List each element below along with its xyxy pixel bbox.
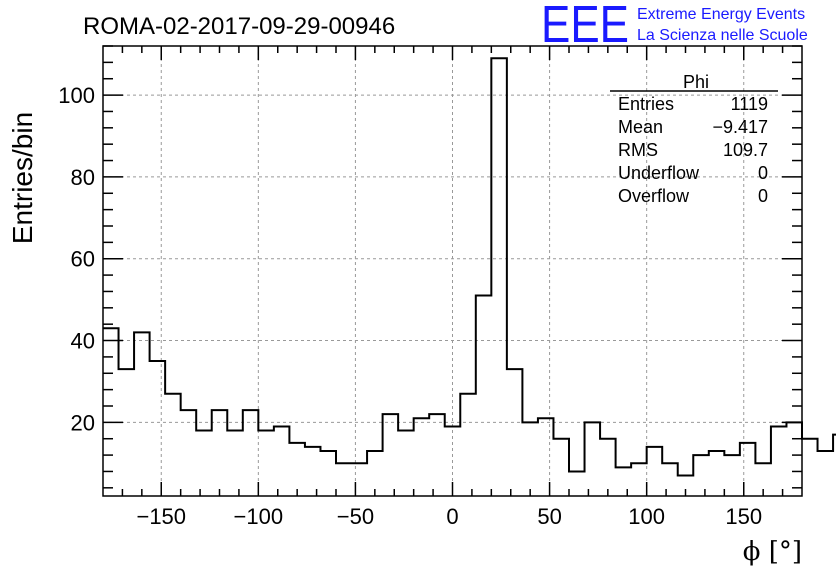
stats-label-entries: Entries [618, 94, 674, 114]
stats-box: Phi Entries 1119 Mean −9.417 RMS 109.7 U… [610, 72, 778, 206]
histogram-bin [134, 332, 150, 496]
histogram-bin [352, 463, 368, 496]
stats-label-rms: RMS [618, 140, 658, 160]
x-tick-label: −50 [337, 504, 374, 529]
histogram-bin [522, 422, 538, 496]
histogram-outline [103, 57, 836, 477]
axis-ticks [103, 45, 802, 496]
histogram-bin [802, 439, 818, 496]
x-tick-labels: −150 −100 −50 0 50 100 150 [136, 504, 762, 529]
histogram-bin [647, 447, 663, 496]
histogram-bin [336, 463, 352, 496]
histogram-bin [740, 443, 756, 496]
histogram-bin [289, 443, 305, 496]
histogram-bin [165, 394, 181, 496]
histogram-bin [507, 369, 523, 496]
histogram-bin [693, 455, 709, 496]
histogram-bin [305, 447, 321, 496]
histogram-bin [538, 418, 554, 496]
histogram-bin [414, 418, 430, 496]
stats-value-entries: 1119 [731, 94, 768, 114]
histogram-bin [818, 451, 834, 496]
x-tick-label: 50 [537, 504, 561, 529]
histogram-bin [786, 422, 802, 496]
histogram-bin [616, 467, 632, 496]
stats-value-overflow: 0 [758, 186, 768, 206]
x-tick-label: 100 [628, 504, 665, 529]
stats-label-underflow: Underflow [618, 163, 700, 183]
histogram-bin [600, 439, 616, 496]
stats-value-mean: −9.417 [712, 117, 768, 137]
x-tick-label: 150 [725, 504, 762, 529]
x-tick-label: 0 [446, 504, 458, 529]
grid-lines [103, 46, 802, 496]
histogram-bin [429, 414, 445, 496]
stats-label-overflow: Overflow [618, 186, 690, 206]
y-tick-label: 60 [71, 247, 95, 272]
histogram-bin [212, 410, 228, 496]
histogram-bin [181, 410, 197, 496]
x-axis-title: ϕ [°] [743, 537, 802, 567]
logo-line-1: Extreme Energy Events [637, 6, 805, 23]
histogram-bin [150, 361, 166, 496]
logo-line-2: La Scienza nelle Scuole [637, 27, 808, 44]
stats-value-underflow: 0 [758, 163, 768, 183]
histogram-bin [476, 296, 492, 496]
histogram-bin [771, 426, 787, 496]
histogram-bin [320, 451, 336, 496]
run-title: ROMA-02-2017-09-29-00946 [83, 13, 395, 40]
histogram-bin [631, 463, 647, 496]
histogram-bin [585, 422, 601, 496]
y-tick-label: 80 [71, 165, 95, 190]
histogram-bin [196, 431, 212, 496]
histogram-bin [243, 410, 259, 496]
histogram-bin [491, 58, 507, 496]
y-tick-label: 20 [71, 410, 95, 435]
histogram-bin [383, 414, 399, 496]
histogram-bin [258, 431, 274, 496]
x-tick-label: −150 [136, 504, 186, 529]
plot-frame [102, 45, 803, 497]
stats-value-rms: 109.7 [723, 140, 768, 160]
histogram-bin [119, 369, 135, 496]
stats-label-mean: Mean [618, 117, 663, 137]
histogram-bin [460, 394, 476, 496]
histogram-bin [724, 455, 740, 496]
histogram-bars [103, 57, 836, 496]
histogram-bin [553, 439, 569, 496]
x-tick-label: −100 [234, 504, 284, 529]
histogram-bin [274, 426, 290, 496]
logo-mark: EEE [541, 0, 629, 54]
stats-box-name: Phi [683, 72, 709, 92]
y-tick-label: 40 [71, 329, 95, 354]
histogram-bin [398, 431, 414, 496]
y-tick-label: 100 [58, 83, 95, 108]
histogram-bin [709, 451, 725, 496]
histogram-bin [569, 471, 585, 496]
histogram-bin [227, 431, 243, 496]
eee-logo: EEE Extreme Energy Events La Scienza nel… [541, 0, 808, 54]
y-axis-title: Entries/bin [7, 112, 38, 244]
y-tick-labels: 20 40 60 80 100 [58, 83, 95, 435]
histogram-bin [662, 463, 678, 496]
